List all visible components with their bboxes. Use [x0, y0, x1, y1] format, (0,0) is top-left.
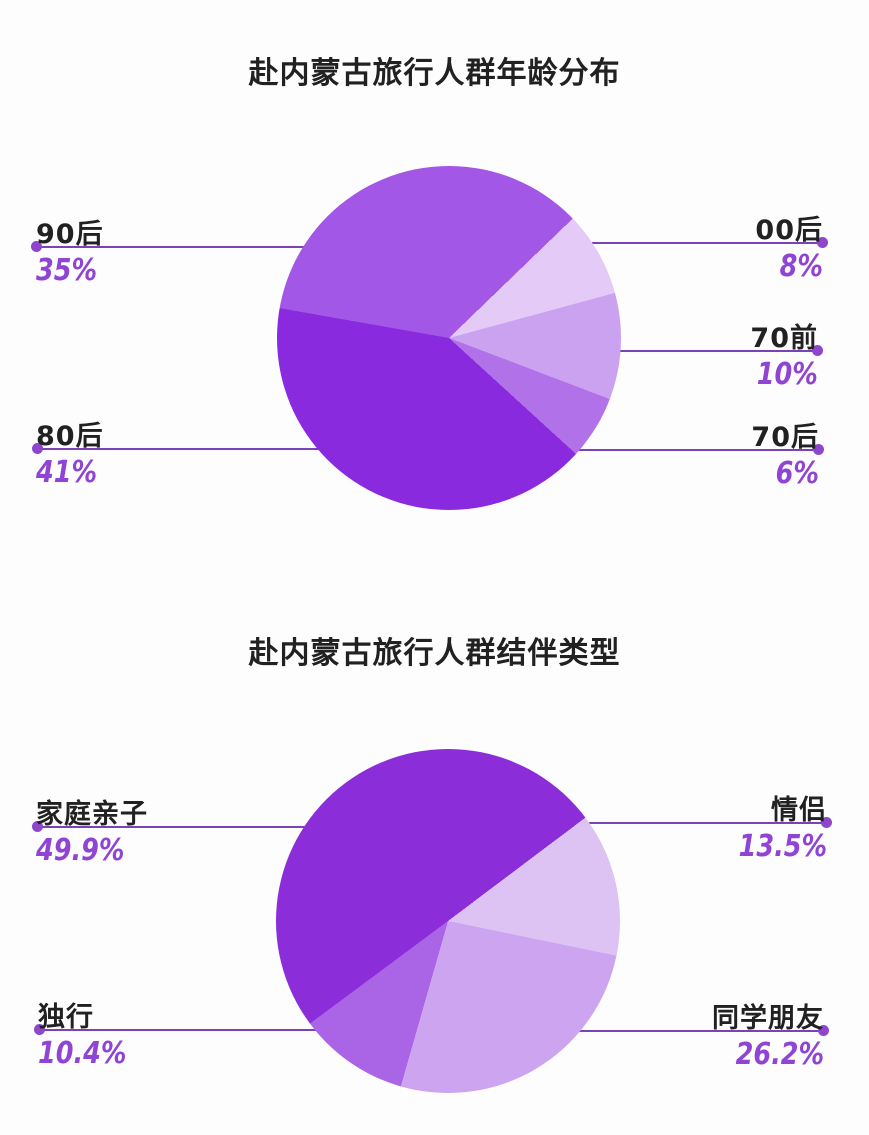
slice-percent-family: 49.9%	[36, 833, 125, 868]
pie-companion-type	[276, 749, 620, 1093]
callout-line-family	[38, 826, 306, 828]
slice-percent-90hou: 35%	[36, 253, 98, 288]
slice-label-70qian: 70前	[750, 323, 818, 354]
slice-label-00hou: 00后	[755, 215, 823, 246]
slice-percent-70qian: 10%	[756, 357, 818, 392]
callout-line-70qian	[619, 350, 818, 352]
callout-dot-90hou	[31, 241, 42, 252]
callout-line-80hou	[38, 448, 321, 450]
chart-title-companion: 赴内蒙古旅行人群结伴类型	[248, 636, 621, 671]
callout-dot-00hou	[817, 237, 828, 248]
slice-label-family: 家庭亲子	[36, 799, 148, 830]
callout-line-00hou	[592, 242, 823, 244]
slice-percent-70hou: 6%	[775, 456, 819, 491]
slice-label-80hou: 80后	[36, 421, 104, 452]
slice-label-70hou: 70后	[751, 422, 819, 453]
callout-line-friends	[577, 1030, 824, 1032]
slice-percent-solo: 10.4%	[38, 1036, 127, 1071]
callout-line-couple	[589, 822, 827, 824]
slice-label-friends: 同学朋友	[712, 1003, 824, 1034]
callout-dot-friends	[818, 1025, 829, 1036]
callout-dot-70hou	[813, 444, 824, 455]
callout-dot-family	[32, 821, 43, 832]
slice-label-90hou: 90后	[36, 219, 104, 250]
slice-label-solo: 独行	[38, 1002, 94, 1033]
chart-title-age: 赴内蒙古旅行人群年龄分布	[248, 56, 621, 91]
callout-line-70hou	[576, 449, 819, 451]
pie-age-distribution	[277, 166, 621, 510]
slice-percent-friends: 26.2%	[735, 1037, 824, 1072]
slice-percent-00hou: 8%	[779, 249, 823, 284]
callout-dot-solo	[34, 1024, 45, 1035]
callout-line-90hou	[37, 246, 305, 248]
slice-percent-couple: 13.5%	[738, 829, 827, 864]
callout-dot-80hou	[32, 443, 43, 454]
callout-dot-70qian	[812, 345, 823, 356]
callout-dot-couple	[821, 817, 832, 828]
slice-percent-80hou: 41%	[36, 455, 98, 490]
slice-label-couple: 情侣	[771, 795, 827, 826]
callout-line-solo	[40, 1029, 318, 1031]
